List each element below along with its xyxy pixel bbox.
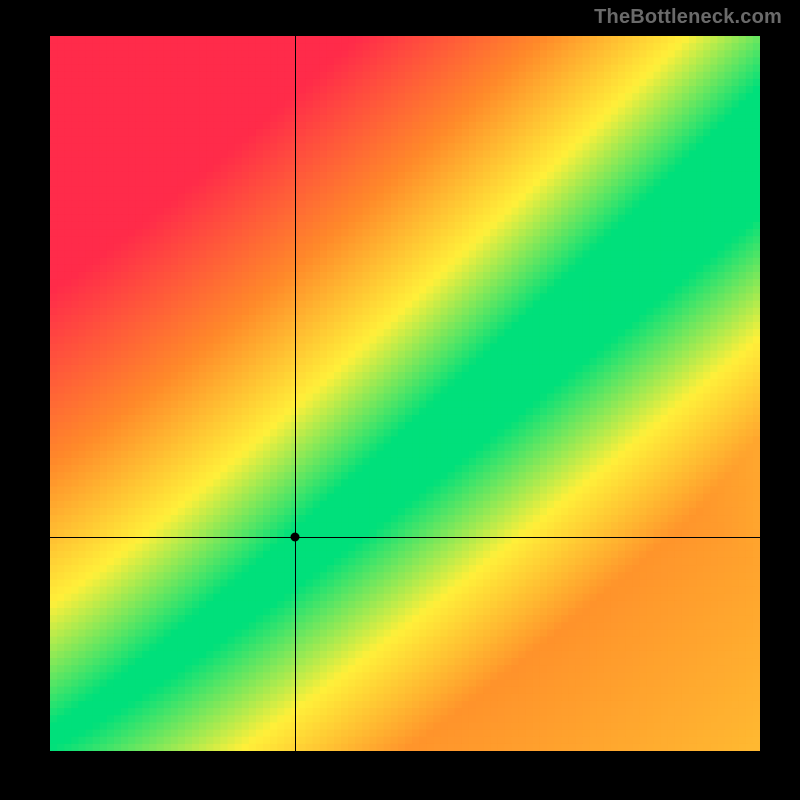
chart-container: TheBottleneck.com [0, 0, 800, 800]
plot-area [50, 36, 760, 751]
heatmap-canvas [50, 36, 760, 751]
crosshair-vertical [295, 36, 296, 751]
crosshair-marker [290, 532, 299, 541]
watermark-text: TheBottleneck.com [594, 6, 782, 29]
crosshair-horizontal [50, 537, 760, 538]
